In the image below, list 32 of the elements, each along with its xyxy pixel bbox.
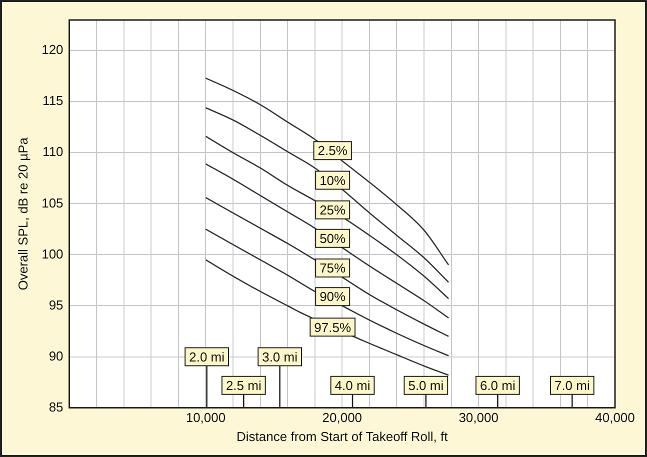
y-tick-label: 105 [42,195,64,210]
x-tick-label: 20,000 [322,410,362,426]
y-tick-label: 85 [48,399,64,414]
annotation: 2.5% [318,143,348,158]
line-series [205,136,450,300]
x-tick-label: 40,000 [595,410,635,426]
annotation: 75% [320,260,346,276]
y-tick-label: 95 [48,297,64,312]
line-series [205,196,450,338]
y-tick-label: 115 [42,93,64,108]
annotation: 2.5 mi [226,378,262,393]
x-tick-label: 10,000 [186,410,226,426]
y-tick-label: 90 [48,348,64,364]
y-tick-label: 110 [42,144,64,160]
y-axis-title: Overall SPL, dB re 20 µPa [15,136,30,290]
annotation: 3.0 mi [262,349,298,364]
line-series [205,107,450,283]
x-tick-label: 30,000 [458,410,498,426]
annotation: 10% [320,172,346,188]
line-series [205,163,450,319]
x-axis-title: Distance from Start of Takeoff Roll, ft [236,428,448,444]
annotation: 97.5% [314,320,352,335]
annotation: 90% [320,289,346,304]
annotation: 2.0 mi [189,349,225,364]
annotation: 4.0 mi [334,378,370,393]
y-tick-label: 100 [42,246,64,262]
annotation: 25% [320,202,346,218]
annotation: 5.0 mi [408,378,444,393]
y-tick-label: 120 [42,42,64,58]
annotation: 50% [320,230,346,246]
annotation: 7.0 mi [554,378,590,393]
annotation: 6.0 mi [480,378,516,393]
